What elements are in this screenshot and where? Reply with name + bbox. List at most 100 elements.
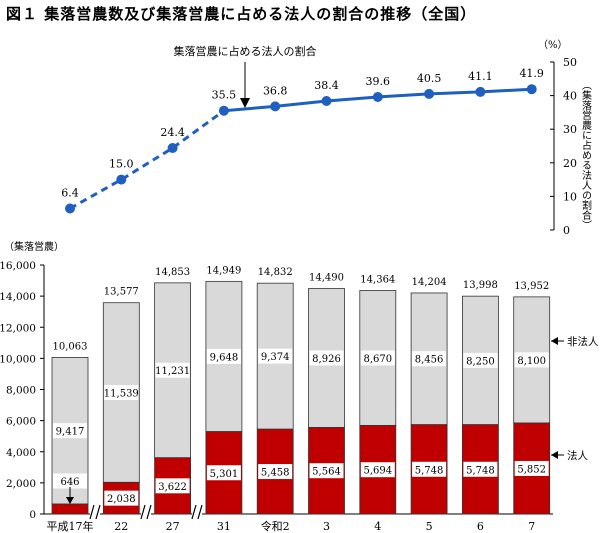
line-point: [321, 95, 332, 106]
bar-label-box: [463, 461, 498, 477]
bar-y-tick-label: 4,000: [6, 447, 36, 459]
bar-value-label-houjin: 646: [60, 477, 79, 488]
bar-value-label-hihoujin: 11,539: [104, 388, 139, 399]
bar-value-label-houjin: 3,622: [158, 482, 187, 493]
line-point-label: 24.4: [160, 126, 185, 139]
legend-label: 法人: [567, 449, 588, 462]
line-point: [475, 86, 486, 97]
bar-label-box: [360, 462, 395, 478]
bar-label-box: [514, 460, 549, 476]
line-point: [116, 174, 127, 185]
line-point-label: 39.6: [366, 75, 391, 88]
bar-value-label-houjin: 5,458: [261, 468, 290, 479]
bar-label-box: [53, 423, 87, 439]
x-tick-label: 31: [217, 520, 231, 533]
x-tick-label: 3: [323, 520, 330, 533]
bar-y-tick-label: 2,000: [6, 478, 36, 490]
axis-break-icon: [140, 504, 152, 520]
line-y-tick-label: 30: [563, 123, 577, 136]
bar-label-box: [155, 478, 190, 494]
bar-total-label: 14,832: [258, 267, 293, 278]
bar-y-axis: 0 2,000 4,000 6,000 8,000 10,000 12,000 14,000 1…: [0, 240, 553, 521]
bar-value-label-houjin: 5,301: [210, 469, 239, 480]
bar-value-label-houjin: 5,694: [363, 466, 392, 477]
line-point-label: 40.5: [417, 72, 442, 85]
bar-label-box: [412, 461, 447, 477]
bar-label-box: [360, 350, 395, 366]
x-tick-label: 6: [477, 520, 484, 533]
bar-y-tick-label: 0: [29, 509, 36, 521]
x-tick-label: 令和2: [261, 519, 290, 533]
line-y-tick-label: 20: [563, 157, 577, 170]
bar-value-label-hihoujin: 8,250: [466, 356, 495, 367]
bar-label-box: [206, 465, 241, 481]
bar-y-tick-label: 12,000: [0, 322, 36, 334]
bar-value-label-hihoujin: 8,456: [415, 355, 444, 366]
bar-value-label-hihoujin: 9,374: [261, 352, 290, 363]
bar-value-label-hihoujin: 8,100: [517, 356, 546, 367]
bar-value-label-hihoujin: 9,417: [56, 427, 85, 438]
line-y-tick-label: 0: [563, 224, 570, 237]
bar-label-box: [463, 352, 498, 368]
line-series: 6.4 15.0 24.4 35.5 36.8 38.4 39.6 40.5 41.1 41.9 集…: [61, 44, 544, 214]
bar-total-label: 10,063: [53, 341, 88, 352]
line-y-tick-label: 40: [563, 90, 577, 103]
line-point-label: 41.9: [519, 67, 544, 80]
bar-y-tick-label: 8,000: [6, 385, 36, 397]
bar-label-box: [53, 473, 87, 489]
line-point: [270, 101, 281, 112]
x-tick-label: 7: [528, 520, 535, 533]
bar-label-box: [258, 348, 293, 364]
bar-series: 9,417 646 10,063 平成17年 11,539 2,038 13,577 22 11…: [47, 265, 599, 533]
bar-label-box: [206, 348, 241, 364]
line-point: [372, 91, 383, 102]
bar-value-label-houjin: 5,748: [466, 465, 495, 476]
line-segment-dashed: [69, 109, 225, 210]
line-point: [65, 203, 75, 214]
line-y-axis-label: （集落営農に占める法人の割合）: [580, 80, 592, 230]
small-arrow-head: [66, 497, 74, 504]
bar-y-tick-label: 16,000: [0, 260, 36, 272]
axis-break-icon: [191, 504, 203, 520]
legend-label: 非法人: [567, 335, 599, 348]
bar-total-label: 14,364: [360, 274, 395, 285]
line-point-label: 36.8: [263, 84, 288, 97]
line-point: [526, 84, 537, 95]
line-point-label: 41.1: [468, 70, 493, 83]
bar-y-axis-label: （集落営農）: [4, 240, 64, 253]
bar-value-label-hihoujin: 9,648: [210, 352, 239, 363]
line-point: [167, 143, 178, 154]
legend-arrow-head: [551, 337, 558, 345]
page-title: 図１ 集落営農数及び集落営農に占める法人の割合の推移（全国）: [6, 5, 477, 23]
bar-label-box: [309, 350, 344, 366]
bar-y-tick-label: 10,000: [0, 353, 36, 365]
x-tick-label: 5: [426, 520, 433, 533]
bar-value-label-houjin: 2,038: [107, 494, 136, 505]
line-point-label: 35.5: [212, 89, 237, 102]
line-point-label: 15.0: [109, 158, 134, 171]
line-point: [218, 105, 229, 116]
axis-break-icon: [89, 504, 101, 520]
line-y-unit: （%）: [538, 39, 568, 51]
line-y-tick-label: 10: [563, 190, 577, 203]
line-point-label: 38.4: [314, 79, 339, 92]
line-annotation: 集落営農に占める法人の割合: [174, 44, 317, 58]
bar-label-box: [412, 351, 447, 367]
bar-value-label-houjin: 5,564: [312, 467, 341, 478]
line-point-label: 6.4: [61, 186, 79, 199]
bar-label-box: [104, 490, 139, 506]
bar-total-label: 13,998: [463, 280, 498, 291]
legend-arrow-head: [551, 451, 558, 459]
bar-y-tick-label: 6,000: [6, 416, 36, 428]
line-chart: 0 10 20 30 40 50 （%） （集落営農に占める法人の割合） 6.4 15.0 24.…: [61, 39, 592, 237]
bar-total-label: 14,853: [155, 267, 190, 278]
bar-y-tick-label: 14,000: [0, 291, 36, 303]
x-tick-label: 4: [374, 520, 381, 533]
line-point: [424, 88, 435, 99]
bar-value-label-houjin: 5,852: [517, 464, 546, 475]
bar-value-label-hihoujin: 8,670: [363, 354, 392, 365]
x-tick-label: 27: [166, 520, 180, 533]
line-y-axis: 0 10 20 30 40 50 （%） （集落営農に占める法人の割合）: [538, 39, 592, 237]
bar-value-label-hihoujin: 8,926: [312, 354, 341, 365]
x-tick-label: 22: [114, 520, 128, 533]
